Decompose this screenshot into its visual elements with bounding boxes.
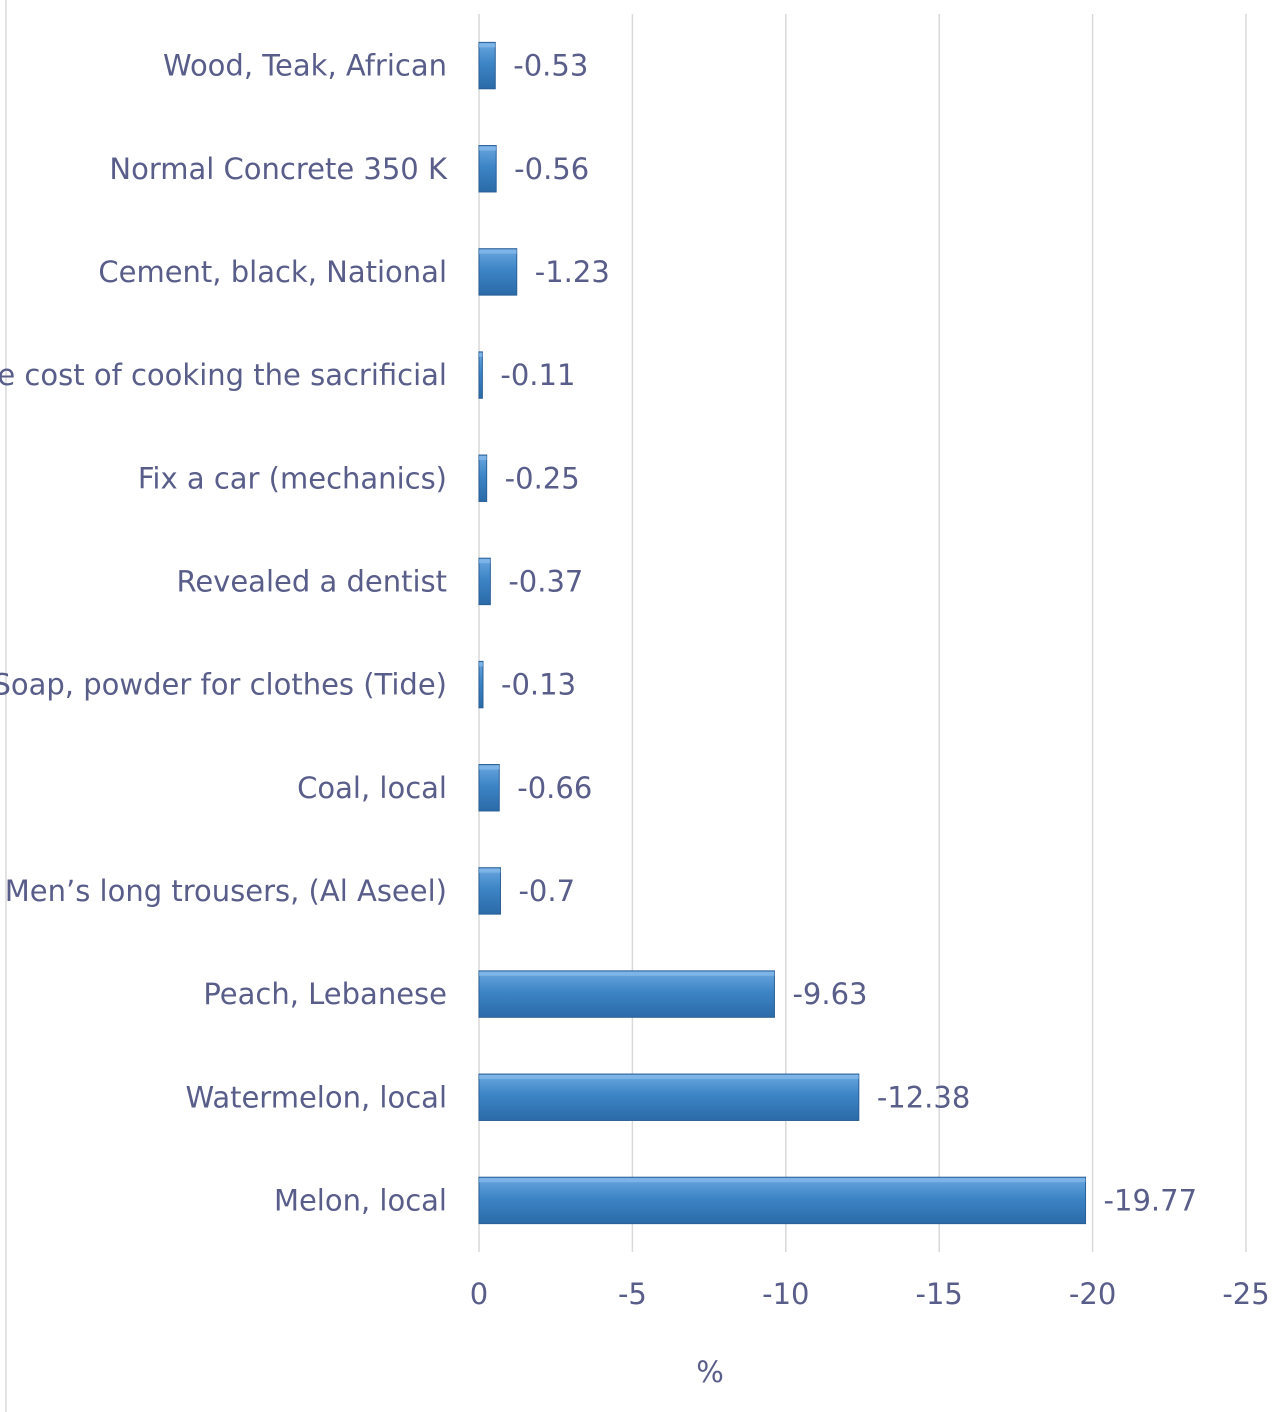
bar	[478, 1176, 1087, 1225]
category-label: Soap, powder for clothes (Tide)	[0, 668, 447, 702]
bar-body	[478, 867, 501, 915]
data-label: -0.25	[505, 461, 580, 495]
category-label: The cost of cooking the sacrificial	[0, 358, 447, 392]
category-label: Peach, Lebanese	[203, 977, 447, 1011]
category-label: Normal Concrete 350 K	[109, 152, 448, 186]
data-labels: -0.53 -0.56 -1.23 -0.11 -0.25 -0.37 -0.13 -0.66…	[500, 49, 1197, 1218]
gridlines	[478, 14, 1247, 1252]
category-label: Melon, local	[274, 1183, 447, 1217]
bar-body	[478, 1176, 1087, 1225]
x-tick-label: -15	[916, 1277, 963, 1311]
bar-body	[478, 1073, 860, 1121]
category-label: Coal, local	[297, 771, 447, 805]
data-label: -19.77	[1104, 1183, 1198, 1217]
bar-body	[478, 454, 488, 502]
bar	[478, 1073, 860, 1121]
category-label: Revealed a dentist	[176, 564, 447, 598]
bar-highlight	[479, 559, 491, 564]
data-label: -0.53	[513, 49, 588, 83]
data-label: -0.13	[501, 668, 576, 702]
bar-highlight	[479, 1178, 1086, 1183]
category-label: Cement, black, National	[98, 255, 447, 289]
bar	[478, 764, 500, 812]
bar-body	[478, 41, 496, 90]
bar	[478, 557, 491, 606]
x-tick-label: -5	[618, 1277, 647, 1311]
data-label: -9.63	[792, 977, 867, 1011]
data-label: -0.7	[518, 874, 575, 908]
x-axis-ticks: 0 -5 -10 -15 -20 -25	[470, 1277, 1270, 1311]
bar-body	[478, 248, 518, 296]
bar-highlight	[479, 765, 500, 770]
category-labels: Wood, Teak, African Normal Concrete 350 K…	[0, 49, 448, 1218]
bar-body	[478, 970, 775, 1018]
bar	[478, 351, 483, 399]
category-label: Wood, Teak, African	[163, 49, 447, 83]
data-label: -0.37	[508, 564, 583, 598]
bar-highlight	[479, 971, 775, 976]
bar-highlight	[479, 146, 497, 151]
data-label: -12.38	[877, 1080, 971, 1114]
bar	[478, 248, 518, 296]
x-tick-label: -20	[1069, 1277, 1116, 1311]
bar-highlight	[479, 868, 501, 873]
category-label: Watermelon, local	[186, 1080, 448, 1114]
bar-highlight	[479, 43, 496, 48]
category-label: Fix a car (mechanics)	[138, 461, 447, 495]
bars	[478, 41, 1087, 1225]
bar	[478, 145, 497, 193]
bar-body	[478, 557, 491, 606]
bar-body	[478, 145, 497, 193]
x-tick-label: -25	[1222, 1277, 1269, 1311]
data-label: -0.56	[514, 152, 589, 186]
bar	[478, 454, 488, 502]
bar-body	[478, 764, 500, 812]
x-tick-label: 0	[470, 1277, 488, 1311]
bar-highlight	[479, 249, 517, 254]
x-tick-label: -10	[762, 1277, 809, 1311]
data-label: -0.11	[500, 358, 575, 392]
bar	[478, 660, 484, 709]
data-label: -1.23	[535, 255, 610, 289]
category-label: Men’s long trousers, (Al Aseel)	[5, 874, 447, 908]
bar	[478, 41, 496, 90]
bar	[478, 867, 501, 915]
bar	[478, 970, 775, 1018]
x-axis-title: %	[696, 1355, 724, 1389]
data-label: -0.66	[517, 771, 592, 805]
bar-highlight	[479, 352, 483, 357]
bar-body	[478, 660, 484, 709]
bar-highlight	[479, 662, 483, 667]
bar-highlight	[479, 1075, 859, 1080]
bar-highlight	[479, 456, 487, 461]
bar-body	[478, 351, 483, 399]
